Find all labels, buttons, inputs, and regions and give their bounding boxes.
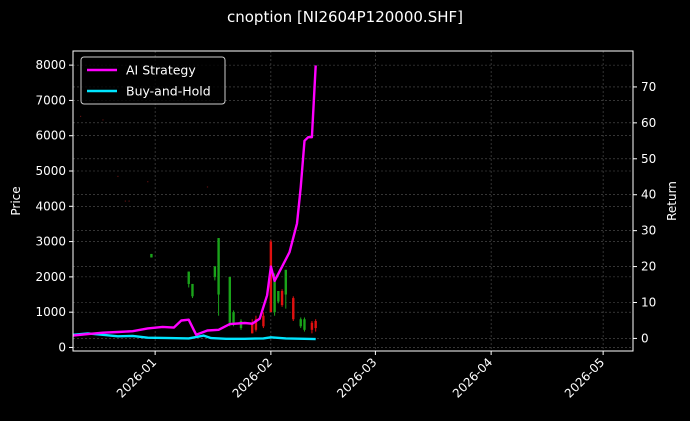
x-tick-label: 2026-02 (230, 355, 275, 400)
y-right-tick-label: 50 (641, 152, 656, 166)
y-left-axis-label: Price (9, 186, 23, 215)
y-left-tick-label: 8000 (35, 58, 66, 72)
plot-area-border (72, 50, 634, 352)
y-left-tick-label: 1000 (35, 305, 66, 319)
candle (187, 271, 190, 284)
y-right-tick-label: 40 (641, 188, 656, 202)
series-line (72, 332, 316, 341)
y-right-tick-label: 60 (641, 116, 656, 130)
y-left-tick-label: 5000 (35, 164, 66, 178)
candle (310, 322, 314, 330)
y-left-tick-label: 2000 (35, 270, 66, 284)
candle (239, 321, 243, 329)
y-left-tick-label: 4000 (35, 199, 66, 213)
candle (269, 241, 273, 313)
strategy-lines (72, 65, 317, 341)
y-right-tick-label: 30 (641, 224, 656, 238)
y-left-tick-label: 0 (58, 340, 66, 354)
x-tick-label: 2026-04 (450, 355, 495, 400)
y-left-tick-label: 6000 (35, 129, 66, 143)
candle (280, 291, 284, 306)
y-right-tick-label: 20 (641, 260, 656, 274)
candle (232, 312, 235, 323)
candle (191, 283, 194, 297)
candle (277, 291, 280, 302)
y-left-tick-label: 7000 (35, 93, 66, 107)
legend-label: AI Strategy (126, 63, 196, 78)
chart-title: cnoption [NI2604P120000.SHF] (227, 8, 463, 26)
candle (314, 321, 317, 329)
y-left-tick-label: 3000 (35, 235, 66, 249)
candle (150, 253, 153, 258)
legend: AI Strategy Buy-and-Hold (80, 56, 226, 105)
series-line (72, 65, 317, 337)
y-right-tick-label: 0 (641, 331, 649, 345)
candle (262, 315, 265, 327)
candlesticks (79, 115, 317, 334)
x-tick-label: 2026-01 (114, 355, 159, 400)
candle (213, 266, 217, 277)
candle (284, 269, 287, 295)
y-right-tick-label: 70 (641, 80, 656, 94)
axes: 2026-01 2026-02 2026-03 2026-04 2026-05 0 1000… (9, 58, 679, 400)
x-tick-label: 2026-03 (334, 355, 379, 400)
candle (292, 298, 295, 320)
candle (251, 322, 254, 334)
candle (228, 276, 231, 323)
x-tick-label: 2026-05 (562, 355, 607, 400)
candle (273, 276, 276, 313)
y-right-axis-label: Return (665, 181, 679, 221)
y-right-tick-label: 10 (641, 295, 656, 309)
legend-label: Buy-and-Hold (126, 84, 211, 99)
legend-box (80, 56, 226, 105)
candle (303, 319, 306, 330)
candle (299, 319, 302, 327)
candle (254, 319, 258, 330)
candle (217, 238, 220, 295)
